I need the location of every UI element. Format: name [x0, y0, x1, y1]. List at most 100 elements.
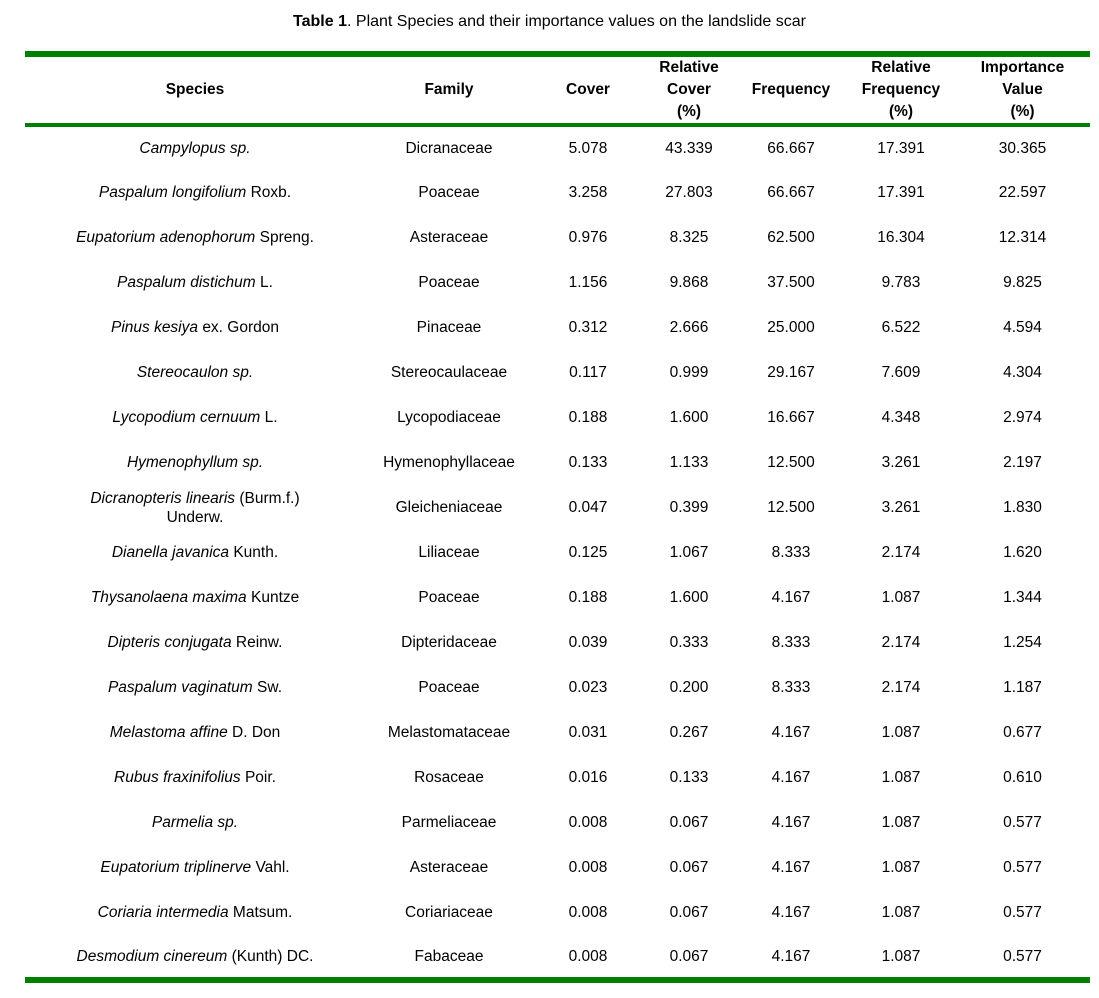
table-row: Coriaria intermedia Matsum. Coriariaceae…	[25, 890, 1090, 935]
importance-value-cell: 4.304	[1003, 364, 1042, 381]
cover-cell: 0.125	[568, 544, 608, 561]
species-author: Sw.	[257, 679, 283, 696]
cover-cell: 3.258	[568, 184, 608, 201]
relative-cover-cell: 27.803	[665, 184, 713, 201]
species-author: Spreng.	[259, 229, 314, 246]
relative-cover-cell: 0.067	[669, 947, 709, 965]
relative-cover-cell: 0.333	[669, 634, 709, 651]
relative-cover-cell: 1.133	[669, 454, 709, 471]
frequency-cell: 12.500	[767, 454, 815, 471]
relative-frequency-cell: 1.087	[881, 724, 921, 741]
table-row: Paspalum vaginatum Sw. Poaceae 0.023 0.2…	[25, 665, 1090, 710]
importance-value-cell: 12.314	[998, 229, 1047, 246]
cover-cell: 0.133	[568, 454, 608, 471]
species-second-line: Underw.	[166, 508, 224, 526]
species-name-italic: Paspalum vaginatum	[107, 679, 253, 696]
family-cell: Rosaceae	[414, 769, 484, 786]
importance-value-cell: 0.677	[1003, 724, 1042, 741]
col-header-family: Family	[424, 81, 474, 98]
table-caption: . Plant Species and their importance val…	[347, 13, 806, 30]
frequency-cell: 8.333	[771, 634, 811, 651]
species-name-italic: Lycopodium cernuum	[112, 409, 261, 426]
relative-frequency-cell: 2.174	[881, 634, 921, 651]
species-name-italic: Pinus kesiya	[110, 319, 198, 336]
relative-frequency-cell: 1.087	[881, 769, 921, 786]
table-row: Dipteris conjugata Reinw. Dipteridaceae …	[25, 620, 1090, 665]
table-row: Stereocaulon sp. Stereocaulaceae 0.117 0…	[25, 350, 1090, 395]
importance-value-cell: 4.594	[1003, 319, 1042, 336]
frequency-cell: 8.333	[771, 544, 811, 561]
family-cell: Dipteridaceae	[401, 634, 497, 651]
species-cell: Rubus fraxinifolius Poir.	[25, 755, 365, 800]
cover-cell: 0.188	[568, 409, 608, 426]
col-header-relative-cover: Relative Cover (%)	[659, 59, 719, 120]
species-author: Kunth.	[233, 544, 279, 561]
species-name-italic: Melastoma affine	[109, 724, 228, 741]
species-cell: Parmelia sp.	[25, 800, 365, 845]
species-author: ex. Gordon	[202, 319, 279, 336]
importance-value-cell: 0.577	[1003, 947, 1042, 965]
species-name-italic: Rubus fraxinifolius	[114, 769, 241, 786]
table-header: Species Family Cover Relative Cover (%) …	[25, 54, 1090, 125]
table-row: Paspalum distichum L. Poaceae 1.156 9.86…	[25, 260, 1090, 305]
family-cell: Lycopodiaceae	[397, 409, 501, 426]
table-row: Dianella javanica Kunth. Liliaceae 0.125…	[25, 530, 1090, 575]
family-cell: Hymenophyllaceae	[383, 454, 515, 471]
family-cell: Coriariaceae	[405, 904, 493, 921]
frequency-cell: 4.167	[771, 859, 811, 876]
frequency-cell: 4.167	[771, 589, 811, 606]
importance-value-cell: 1.187	[1003, 679, 1042, 696]
table-row: Lycopodium cernuum L. Lycopodiaceae 0.18…	[25, 395, 1090, 440]
importance-value-cell: 0.577	[1003, 859, 1042, 876]
table-row: Melastoma affine D. Don Melastomataceae …	[25, 710, 1090, 755]
relative-frequency-cell: 2.174	[881, 544, 921, 561]
species-name-italic: Hymenophyllum sp.	[126, 454, 264, 471]
species-cell: Eupatorium triplinerve Vahl.	[25, 845, 365, 890]
family-cell: Poaceae	[418, 274, 480, 291]
species-cell: Thysanolaena maxima Kuntze	[25, 575, 365, 620]
family-cell: Poaceae	[418, 589, 480, 606]
cover-cell: 0.016	[568, 769, 608, 786]
relative-frequency-cell: 1.087	[881, 589, 921, 606]
table-row: Hymenophyllum sp. Hymenophyllaceae 0.133…	[25, 440, 1090, 485]
species-author: Roxb.	[250, 184, 292, 201]
species-cell: Dicranopteris linearis (Burm.f.) Underw.	[25, 485, 365, 530]
frequency-cell: 62.500	[767, 229, 815, 246]
relative-cover-cell: 2.666	[669, 319, 709, 336]
species-name-italic: Campylopus sp.	[139, 140, 251, 157]
importance-value-cell: 1.254	[1003, 634, 1042, 651]
importance-value-cell: 1.830	[1003, 499, 1042, 516]
family-cell: Asteraceae	[409, 229, 489, 246]
frequency-cell: 16.667	[767, 409, 815, 426]
table-row: Parmelia sp. Parmeliaceae 0.008 0.067 4.…	[25, 800, 1090, 845]
table-row: Dicranopteris linearis (Burm.f.) Underw. …	[25, 485, 1090, 530]
frequency-cell: 66.667	[767, 184, 815, 201]
family-cell: Pinaceae	[416, 319, 482, 336]
table-title: Table 1. Plant Species and their importa…	[0, 12, 1099, 32]
species-cell: Coriaria intermedia Matsum.	[25, 890, 365, 935]
cover-cell: 0.117	[569, 364, 607, 381]
table-row: Eupatorium triplinerve Vahl. Asteraceae …	[25, 845, 1090, 890]
cover-cell: 0.008	[568, 904, 608, 921]
table-number-label: Table 1	[293, 13, 347, 30]
cover-cell: 0.047	[568, 499, 608, 516]
species-name-italic: Coriaria intermedia	[97, 904, 229, 921]
col-header-cover: Cover	[566, 81, 610, 98]
importance-value-cell: 1.620	[1003, 544, 1042, 561]
plant-species-table: Species Family Cover Relative Cover (%) …	[25, 51, 1090, 983]
cover-cell: 1.156	[568, 274, 608, 291]
relative-frequency-cell: 4.348	[881, 409, 921, 426]
relative-cover-cell: 0.200	[669, 679, 709, 696]
species-cell: Stereocaulon sp.	[25, 350, 365, 395]
relative-cover-cell: 1.067	[669, 544, 709, 561]
relative-frequency-cell: 9.783	[881, 274, 921, 291]
frequency-cell: 29.167	[767, 364, 815, 381]
cover-cell: 0.976	[568, 229, 608, 246]
family-cell: Dicranaceae	[405, 140, 493, 157]
frequency-cell: 4.167	[771, 769, 811, 786]
family-cell: Fabaceae	[414, 947, 484, 965]
relative-cover-cell: 0.067	[669, 904, 709, 921]
species-cell: Hymenophyllum sp.	[25, 440, 365, 485]
relative-cover-cell: 0.399	[669, 499, 709, 516]
header-row: Species Family Cover Relative Cover (%) …	[25, 54, 1090, 125]
